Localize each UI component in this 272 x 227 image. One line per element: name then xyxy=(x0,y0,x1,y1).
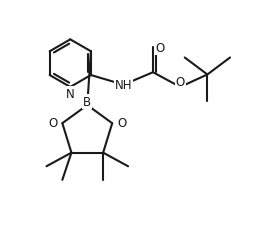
Text: O: O xyxy=(117,116,126,129)
Text: N: N xyxy=(66,87,75,100)
Text: NH: NH xyxy=(115,79,132,92)
Text: O: O xyxy=(175,75,185,88)
Text: B: B xyxy=(83,96,91,109)
Text: O: O xyxy=(155,42,164,54)
Text: O: O xyxy=(48,116,57,129)
